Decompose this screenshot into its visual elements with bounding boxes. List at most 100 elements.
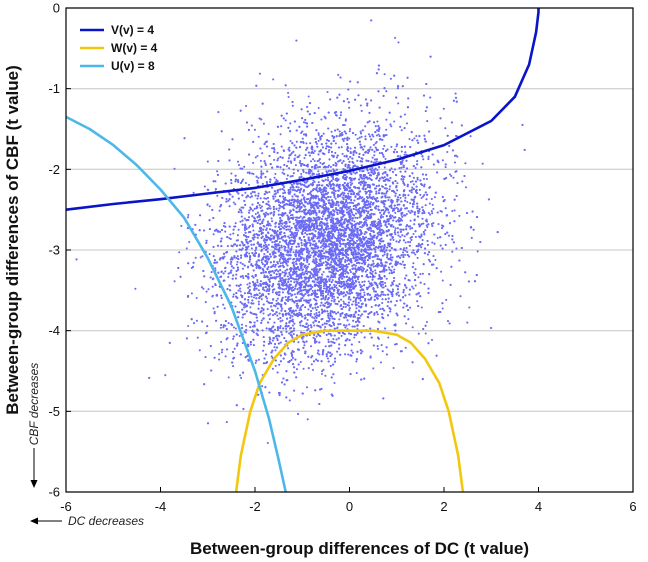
scatter-point — [327, 164, 331, 167]
scatter-point — [254, 249, 257, 252]
scatter-point — [448, 173, 452, 176]
scatter-point — [363, 294, 366, 297]
scatter-point — [257, 219, 260, 222]
scatter-point — [333, 327, 336, 330]
scatter-point — [283, 271, 286, 274]
scatter-point — [330, 299, 333, 302]
scatter-point — [401, 180, 405, 183]
scatter-point — [358, 310, 361, 313]
scatter-point — [270, 342, 273, 345]
scatter-point — [266, 308, 269, 311]
scatter-point — [273, 328, 277, 331]
scatter-point — [357, 281, 361, 284]
scatter-point — [367, 237, 370, 240]
scatter-point — [331, 297, 334, 300]
scatter-point — [260, 298, 263, 301]
scatter-point — [210, 271, 213, 274]
scatter-point — [405, 122, 409, 125]
scatter-point — [363, 243, 366, 246]
scatter-point — [354, 216, 357, 219]
scatter-point — [330, 154, 334, 157]
scatter-point — [376, 222, 379, 225]
scatter-point — [381, 172, 384, 175]
scatter-point — [307, 308, 310, 311]
scatter-point — [293, 389, 296, 392]
scatter-point — [371, 167, 374, 170]
scatter-point — [301, 217, 304, 220]
scatter-point — [321, 370, 324, 373]
scatter-point — [380, 344, 383, 347]
scatter-point — [364, 190, 367, 193]
scatter-point — [446, 320, 450, 323]
scatter-point — [399, 155, 402, 158]
scatter-point — [322, 270, 325, 274]
scatter-point — [398, 167, 401, 170]
scatter-point — [311, 289, 314, 292]
scatter-point — [246, 283, 249, 286]
scatter-point — [359, 104, 362, 107]
scatter-point — [427, 258, 431, 261]
scatter-point — [239, 220, 242, 223]
scatter-point — [243, 292, 246, 295]
scatter-point — [403, 113, 407, 116]
scatter-point — [424, 110, 427, 113]
scatter-point — [216, 170, 219, 173]
scatter-point — [260, 173, 263, 176]
scatter-point — [302, 273, 305, 276]
scatter-point — [420, 306, 423, 309]
scatter-point — [316, 251, 319, 254]
scatter-point — [362, 188, 365, 191]
scatter-point — [368, 184, 371, 187]
scatter-point — [289, 139, 292, 143]
scatter-point — [466, 321, 469, 324]
scatter-point — [342, 300, 345, 303]
scatter-point — [236, 311, 239, 314]
scatter-point — [287, 260, 290, 263]
scatter-point — [173, 167, 176, 170]
scatter-point — [227, 275, 230, 279]
scatter-point — [249, 196, 252, 199]
scatter-point — [307, 263, 311, 266]
scatter-point — [312, 216, 315, 219]
scatter-point — [372, 143, 375, 146]
scatter-point — [310, 211, 313, 214]
scatter-point — [339, 239, 342, 242]
scatter-point — [404, 241, 407, 244]
scatter-point — [282, 192, 285, 195]
scatter-point — [298, 154, 301, 157]
scatter-point — [391, 293, 394, 296]
scatter-point — [258, 292, 261, 295]
scatter-point — [211, 295, 214, 298]
scatter-point — [327, 166, 330, 169]
scatter-point — [317, 181, 320, 184]
scatter-point — [287, 347, 290, 350]
scatter-point — [334, 151, 337, 154]
scatter-point — [360, 109, 363, 112]
scatter-point — [329, 165, 332, 168]
scatter-point — [412, 176, 415, 179]
scatter-point — [398, 203, 401, 206]
scatter-point — [219, 326, 222, 329]
scatter-point — [196, 336, 199, 339]
scatter-point — [353, 336, 356, 339]
scatter-point — [331, 279, 334, 282]
scatter-point — [303, 156, 306, 160]
scatter-point — [252, 344, 255, 347]
scatter-point — [276, 297, 279, 300]
scatter-point — [299, 215, 302, 218]
scatter-point — [220, 297, 223, 300]
scatter-point — [389, 77, 392, 80]
scatter-point — [407, 318, 410, 321]
scatter-point — [295, 195, 298, 198]
scatter-point — [339, 245, 342, 248]
scatter-point — [228, 205, 231, 208]
scatter-point — [228, 237, 231, 240]
scatter-point — [262, 122, 265, 125]
scatter-point — [345, 291, 349, 294]
scatter-point — [239, 261, 242, 264]
scatter-point — [437, 223, 440, 226]
scatter-point — [387, 289, 390, 292]
scatter-point — [257, 300, 260, 303]
scatter-point — [329, 311, 332, 314]
scatter-point — [233, 347, 236, 350]
